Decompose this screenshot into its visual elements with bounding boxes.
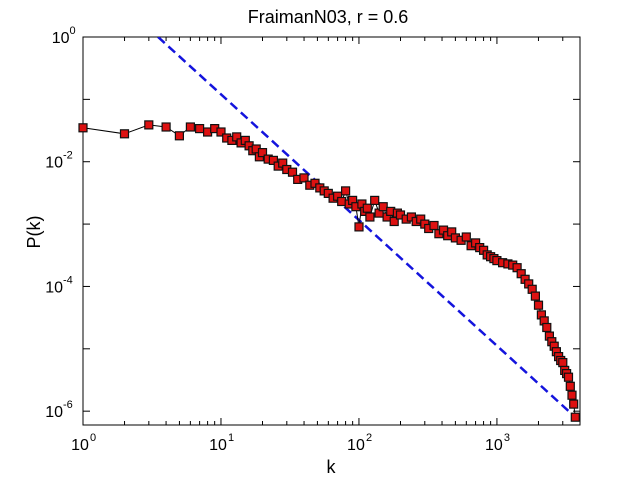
x-tick-label: 10 2 xyxy=(347,432,372,454)
svg-text:-6: -6 xyxy=(63,399,73,411)
data-point-marker xyxy=(216,127,226,137)
data-point-marker xyxy=(378,202,388,212)
y-tick-label: 10 -4 xyxy=(45,274,73,296)
data-point-marker xyxy=(558,358,568,368)
data-point-marker xyxy=(78,123,88,133)
data-point-marker xyxy=(354,222,364,232)
data-point-marker xyxy=(365,212,375,222)
data-point-marker xyxy=(268,155,278,165)
svg-text:0: 0 xyxy=(90,432,96,444)
data-point-marker xyxy=(337,196,347,207)
data-point-marker xyxy=(144,120,154,130)
data-point-marker xyxy=(362,203,372,213)
data-point-marker xyxy=(257,148,268,158)
data-point-marker xyxy=(119,129,130,139)
data-point-marker xyxy=(530,291,541,301)
data-point-marker xyxy=(567,390,577,400)
y-tick-label: 10 -2 xyxy=(45,150,73,172)
x-tick-label: 10 3 xyxy=(485,432,510,454)
svg-text:10: 10 xyxy=(52,30,70,47)
data-point-marker xyxy=(570,412,580,422)
svg-text:10: 10 xyxy=(71,437,89,454)
data-point-marker xyxy=(195,123,205,134)
svg-text:-4: -4 xyxy=(63,274,73,286)
data-point-marker xyxy=(185,122,195,132)
data-point-marker xyxy=(287,167,298,177)
data-point-marker xyxy=(569,399,579,409)
x-tick-label: 10 1 xyxy=(209,432,234,454)
x-tick-label: 10 0 xyxy=(71,432,96,454)
chart-title: FraimanN03, r = 0.6 xyxy=(248,7,409,27)
data-point-marker xyxy=(341,186,351,196)
svg-text:10: 10 xyxy=(209,437,227,454)
power-law-fit-line xyxy=(157,37,577,419)
data-point-marker xyxy=(563,372,574,382)
y-tick-label: 10 -6 xyxy=(45,399,73,421)
svg-text:2: 2 xyxy=(366,432,372,444)
data-point-marker xyxy=(323,188,333,198)
plot-frame xyxy=(82,36,581,426)
data-point-marker xyxy=(370,195,380,205)
svg-text:-2: -2 xyxy=(63,150,73,162)
data-point-marker xyxy=(461,232,471,242)
data-point-marker xyxy=(174,131,184,141)
svg-text:0: 0 xyxy=(70,25,76,37)
data-point-marker xyxy=(161,122,171,132)
y-axis-label: P(k) xyxy=(24,216,44,249)
svg-text:10: 10 xyxy=(45,155,63,172)
svg-text:10: 10 xyxy=(45,279,63,296)
tick-labels: 10 0 10 1 10 2 10 310 010 -210 -410 -6 xyxy=(45,25,510,454)
data-point-marker xyxy=(429,220,439,231)
x-axis-label: k xyxy=(327,457,337,477)
data-layer xyxy=(78,120,580,422)
svg-text:10: 10 xyxy=(347,437,365,454)
data-point-marker xyxy=(299,173,309,183)
data-point-marker xyxy=(542,322,552,333)
svg-text:1: 1 xyxy=(228,432,234,444)
svg-text:10: 10 xyxy=(485,437,503,454)
svg-text:3: 3 xyxy=(504,432,510,444)
fit-layer xyxy=(157,37,577,419)
svg-text:10: 10 xyxy=(45,404,63,421)
axis-ticks xyxy=(82,36,581,425)
y-tick-label: 10 0 xyxy=(52,25,76,47)
data-point-marker xyxy=(533,300,544,310)
data-point-marker xyxy=(565,381,575,391)
